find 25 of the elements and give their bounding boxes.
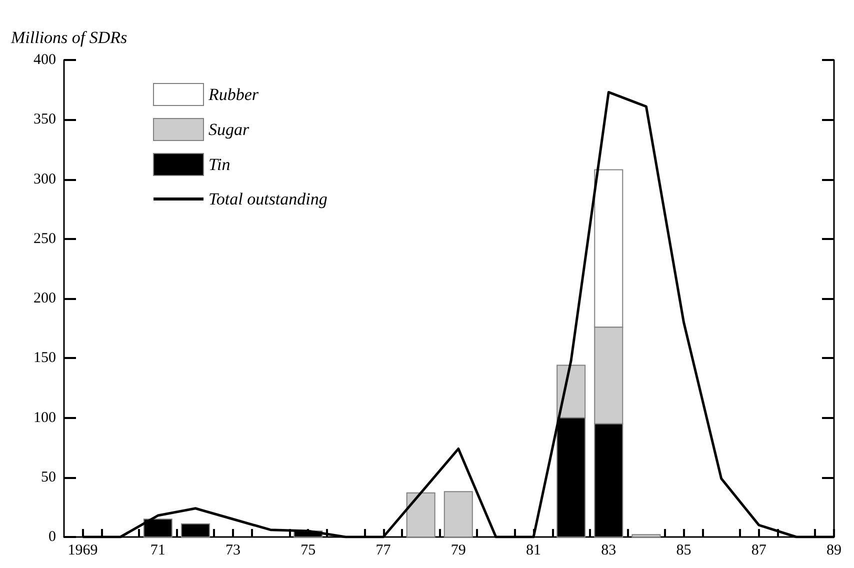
x-tick-label: 89 <box>826 542 842 558</box>
x-tick-label: 1969 <box>68 542 98 558</box>
x-tick-label: 71 <box>150 542 166 558</box>
y-axis-title: Millions of SDRs <box>10 28 128 47</box>
y-tick-label: 0 <box>48 529 56 545</box>
y-tick-label: 350 <box>34 112 56 128</box>
x-tick-label: 75 <box>300 542 316 558</box>
x-tick-label: 81 <box>526 542 542 558</box>
x-tick-label: 85 <box>676 542 692 558</box>
y-tick-label: 100 <box>34 410 56 426</box>
x-tick-label: 73 <box>226 542 241 558</box>
legend-label: Total outstanding <box>208 190 328 208</box>
y-tick-label: 150 <box>34 350 56 366</box>
y-tick-label: 400 <box>34 52 56 68</box>
legend-label: Rubber <box>208 85 259 104</box>
x-tick-label: 83 <box>601 542 616 558</box>
x-tick-label: 87 <box>751 542 767 558</box>
x-tick-label: 79 <box>450 542 466 558</box>
legend-label: Tin <box>208 155 230 174</box>
y-tick-label: 250 <box>34 230 56 247</box>
y-tick-label: 50 <box>41 469 56 486</box>
y-tick-label: 300 <box>34 171 56 188</box>
legend-label: Sugar <box>208 120 250 139</box>
x-tick-label: 77 <box>376 542 392 558</box>
y-tick-label: 200 <box>34 290 56 306</box>
